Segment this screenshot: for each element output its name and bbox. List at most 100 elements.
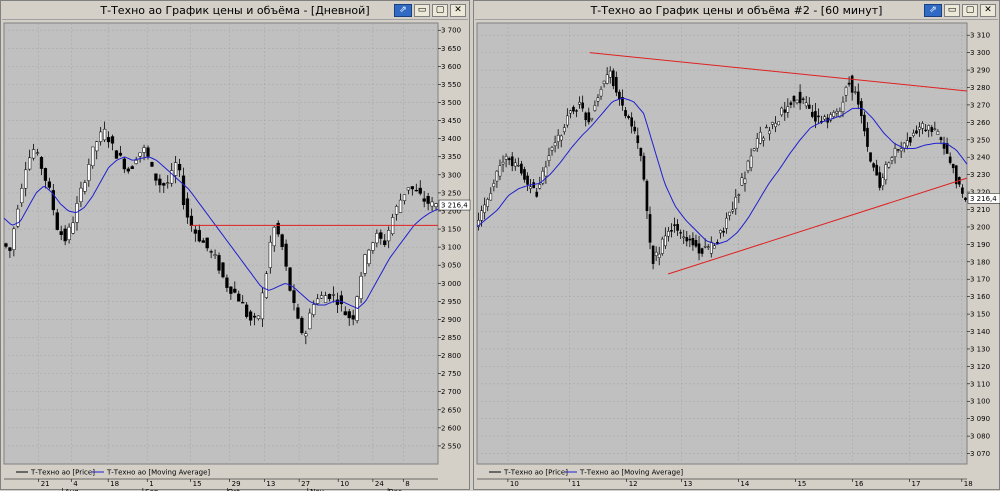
candle-body [71, 222, 75, 234]
candle-body [651, 245, 655, 264]
y-tick-label: 2 900 [441, 316, 461, 324]
candle-body [213, 254, 217, 256]
candle-body [102, 128, 107, 141]
candle-body [569, 110, 572, 114]
x-tick-label: 15 [193, 480, 202, 488]
candle-body [621, 97, 624, 106]
candle-body [814, 111, 817, 122]
candle-body [193, 229, 197, 234]
y-tick-label: 3 130 [970, 345, 990, 353]
last-value-box [438, 199, 471, 211]
candle-body [765, 126, 768, 129]
candle-body [945, 143, 949, 154]
candle-body [801, 98, 805, 100]
minimize-button[interactable]: ▭ [944, 4, 960, 17]
candle-body [351, 315, 355, 320]
candle-body [667, 231, 670, 237]
candle-body [529, 186, 532, 189]
candle-body [807, 104, 811, 109]
x-tick-label: 13 [266, 480, 275, 488]
candle-body [734, 196, 738, 210]
candle-body [740, 177, 744, 186]
candle-body [422, 198, 426, 202]
candle-body [856, 91, 860, 105]
pin-icon[interactable]: ⇗ [924, 4, 942, 17]
candle-body [954, 165, 958, 185]
candle-body [645, 180, 649, 212]
candle-body [209, 251, 213, 253]
candle-body [414, 189, 418, 192]
y-tick-label: 2 750 [441, 370, 461, 378]
daily-price-chart[interactable]: 2 550 2 600 2 650 2 700 2 750 2 800 2 850 2 900… [1, 21, 471, 491]
candle-body [67, 226, 71, 240]
candle-body [304, 333, 308, 337]
candle-body [562, 127, 566, 132]
candle-body [308, 312, 312, 330]
candle-body [292, 290, 296, 303]
candle-body [964, 197, 967, 201]
candle-body [896, 149, 900, 151]
candle-body [700, 248, 704, 254]
y-tick-label: 3 310 [970, 32, 990, 40]
candle-body [91, 146, 95, 166]
candle-body [575, 110, 578, 112]
y-tick-label: 3 080 [970, 433, 990, 441]
maximize-button[interactable]: ▢ [432, 4, 448, 17]
candle-body [611, 70, 615, 87]
candle-body [371, 242, 375, 251]
x-tick-label: 27 [301, 480, 310, 488]
candle-body [630, 117, 633, 127]
candle-body [375, 233, 379, 244]
candle-body [719, 230, 722, 234]
candle-body [225, 277, 229, 288]
hourly-price-chart[interactable]: 3 070 3 080 3 090 3 100 3 110 3 120 3 130 3 140… [474, 21, 1000, 491]
candle-body [618, 91, 621, 100]
candle-body [300, 317, 304, 334]
candle-body [138, 152, 142, 157]
candle-body [703, 246, 707, 248]
candle-body [544, 166, 548, 177]
y-tick-label: 3 100 [970, 398, 990, 406]
candle-body [771, 122, 774, 125]
y-tick-label: 3 140 [970, 328, 990, 336]
close-button[interactable]: ✕ [450, 4, 466, 17]
candle-body [217, 255, 221, 271]
y-tick-label: 3 280 [970, 84, 990, 92]
x-tick-label: 16 [854, 480, 863, 488]
candle-body [541, 170, 545, 184]
candle-body [339, 295, 343, 305]
maximize-button[interactable]: ▢ [962, 4, 978, 17]
close-button[interactable]: ✕ [980, 4, 996, 17]
minimize-button[interactable]: ▭ [414, 4, 430, 17]
candle-body [789, 102, 793, 105]
y-tick-label: 3 260 [970, 119, 990, 127]
candle-body [786, 106, 790, 113]
candle-body [581, 102, 584, 109]
candle-body [498, 165, 502, 177]
candle-body [670, 230, 673, 232]
candle-body [181, 175, 186, 206]
candle-body [327, 293, 332, 300]
candle-body [535, 191, 539, 197]
candle-body [426, 196, 430, 204]
x-tick-label: 17 [912, 480, 921, 488]
candle-body [823, 116, 826, 120]
x-tick-label: 29 [232, 480, 241, 488]
trend-line [667, 177, 968, 275]
candle-body [811, 111, 814, 117]
candle-body [43, 168, 48, 181]
candle-body [319, 295, 324, 299]
candle-body [835, 111, 839, 114]
candle-body [599, 89, 603, 97]
candle-body [924, 129, 927, 132]
y-tick-label: 3 000 [441, 280, 461, 288]
candle-body [173, 162, 178, 176]
candle-body [553, 142, 557, 147]
y-tick-label: 3 450 [441, 117, 461, 125]
candle-body [774, 123, 777, 128]
candle-body [489, 193, 493, 201]
pin-icon[interactable]: ⇗ [394, 4, 412, 17]
y-tick-label: 3 350 [441, 153, 461, 161]
candle-body [480, 210, 483, 221]
candle-body [847, 82, 851, 85]
